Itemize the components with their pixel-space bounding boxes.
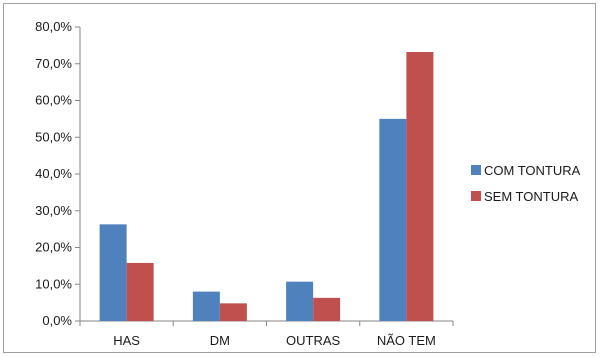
bar-com-tontura-3 xyxy=(379,118,407,321)
bar-sem-tontura-0 xyxy=(126,262,154,321)
y-tick-label: 10,0% xyxy=(35,276,72,291)
x-axis-tick-labels: HAS DM OUTRAS NÃO TEM xyxy=(113,333,436,348)
bar-com-tontura-1 xyxy=(192,291,220,321)
bar-com-tontura-0 xyxy=(99,224,127,321)
y-tick-label: 80,0% xyxy=(35,19,72,34)
y-tick-label: 30,0% xyxy=(35,203,72,218)
y-tick-label: 40,0% xyxy=(35,166,72,181)
bar-sem-tontura-3 xyxy=(406,51,434,322)
legend-label: COM TONTURA xyxy=(484,163,581,178)
x-tick-label: NÃO TEM xyxy=(377,333,436,348)
bars xyxy=(99,51,434,322)
legend-swatch xyxy=(471,165,481,175)
y-tick-label: 50,0% xyxy=(35,129,72,144)
y-tick-label: 60,0% xyxy=(35,93,72,108)
bar-sem-tontura-2 xyxy=(313,297,341,321)
y-tick-label: 20,0% xyxy=(35,240,72,255)
x-tick-label: HAS xyxy=(113,333,140,348)
y-tick-label: 70,0% xyxy=(35,56,72,71)
x-tick-label: DM xyxy=(210,333,230,348)
legend: COM TONTURA SEM TONTURA xyxy=(471,163,581,204)
x-tick-label: OUTRAS xyxy=(286,333,341,348)
y-axis-tick-labels: 0,0% 10,0% 20,0% 30,0% 40,0% 50,0% 60,0% 70,0% 8… xyxy=(35,19,72,328)
bar-sem-tontura-1 xyxy=(219,303,247,321)
legend-swatch xyxy=(471,191,481,201)
legend-label: SEM TONTURA xyxy=(484,189,578,204)
bar-com-tontura-2 xyxy=(286,281,314,321)
y-tick-label: 0,0% xyxy=(42,313,72,328)
